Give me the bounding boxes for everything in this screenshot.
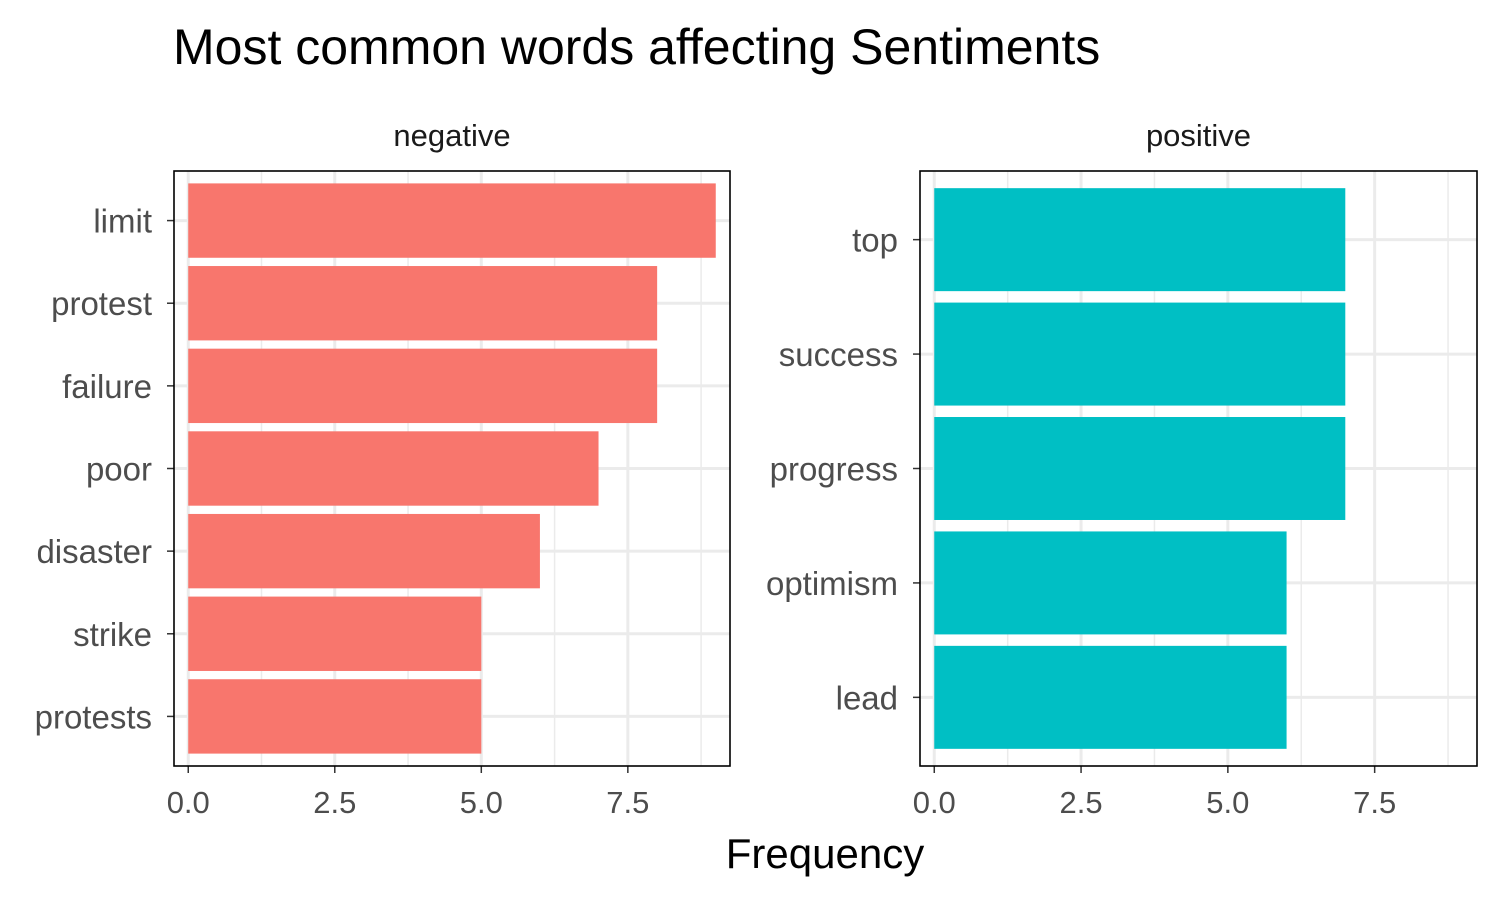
category-label: limit bbox=[93, 203, 152, 240]
category-label: lead bbox=[836, 679, 898, 716]
x-tick-label: 0.0 bbox=[913, 785, 956, 820]
bar-negative-protests bbox=[188, 679, 482, 754]
x-tick-label: 0.0 bbox=[167, 785, 210, 820]
facet-strip-label: positive bbox=[1146, 118, 1251, 153]
category-label: disaster bbox=[36, 533, 152, 570]
bar-negative-disaster bbox=[188, 513, 540, 589]
x-tick-label: 5.0 bbox=[460, 785, 503, 820]
bar-positive-lead bbox=[934, 645, 1287, 749]
bar-negative-poor bbox=[188, 431, 599, 506]
chart-title: Most common words affecting Sentiments bbox=[173, 19, 1100, 75]
bar-negative-strike bbox=[188, 596, 482, 671]
panel-border bbox=[173, 170, 731, 767]
facet-panels: negative limit protest failure poor disaster s… bbox=[35, 118, 1478, 820]
category-label: protest bbox=[51, 285, 152, 322]
bar-positive-top bbox=[934, 188, 1346, 292]
panel-border bbox=[919, 170, 1478, 767]
bar-negative-failure bbox=[188, 348, 658, 424]
facet-strip-label: negative bbox=[393, 118, 510, 153]
bar-positive-success bbox=[934, 302, 1346, 406]
x-tick-label: 2.5 bbox=[313, 785, 356, 820]
facet-panel-positive: positive top success progress optimism lead 0.… bbox=[766, 118, 1478, 820]
category-label: success bbox=[779, 336, 898, 373]
x-axis-label: Frequency bbox=[726, 830, 924, 877]
bar-negative-protest bbox=[188, 266, 658, 341]
x-tick-label: 2.5 bbox=[1060, 785, 1103, 820]
x-tick-label: 7.5 bbox=[1353, 785, 1396, 820]
x-tick-label: 5.0 bbox=[1206, 785, 1249, 820]
category-label: top bbox=[852, 222, 898, 259]
category-label: poor bbox=[86, 451, 152, 488]
x-tick-label: 7.5 bbox=[606, 785, 649, 820]
bar-positive-progress bbox=[934, 417, 1346, 520]
bar-negative-limit bbox=[188, 183, 716, 258]
category-label: failure bbox=[62, 368, 152, 405]
category-label: progress bbox=[770, 451, 898, 488]
facet-panel-negative: negative limit protest failure poor disaster s… bbox=[35, 118, 731, 820]
category-label: strike bbox=[73, 616, 152, 653]
category-label: optimism bbox=[766, 565, 898, 602]
category-label: protests bbox=[35, 698, 152, 735]
bar-positive-optimism bbox=[934, 531, 1287, 635]
